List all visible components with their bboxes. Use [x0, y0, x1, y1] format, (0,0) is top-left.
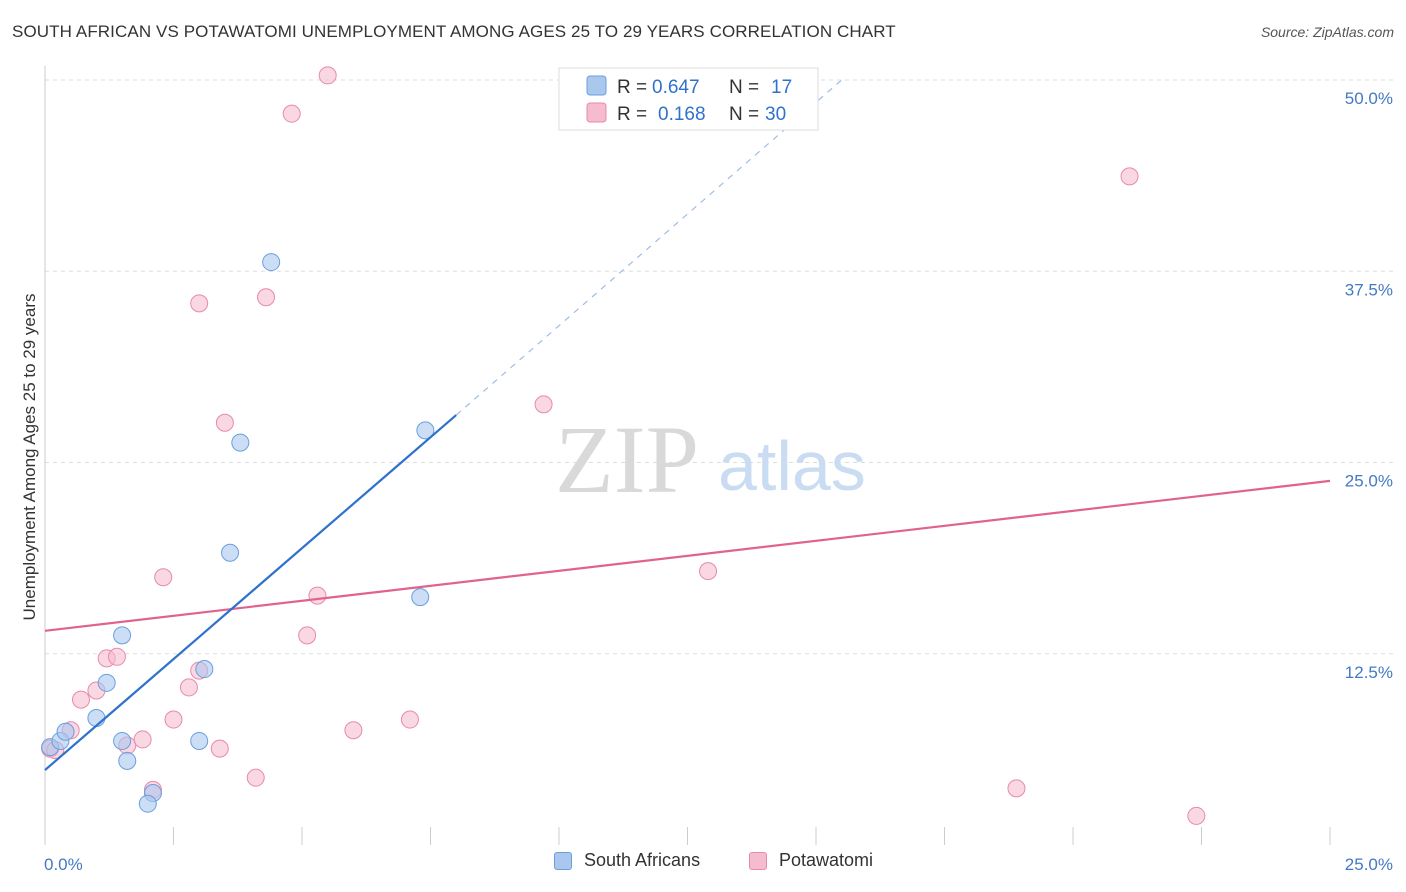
potawatomi-point [534, 395, 553, 414]
potawatomi-point [164, 710, 183, 729]
chart-title: SOUTH AFRICAN VS POTAWATOMI UNEMPLOYMENT… [12, 22, 896, 41]
south-africans-point [416, 421, 435, 440]
potawatomi-point [179, 678, 198, 697]
south-africans-point [138, 794, 157, 813]
potawatomi-point [107, 647, 126, 666]
legend-swatch-pink [586, 102, 607, 123]
axes [44, 66, 1331, 845]
potawatomi-point [215, 413, 234, 432]
south-africans-point [113, 626, 132, 645]
potawatomi-point [1007, 779, 1026, 798]
potawatomi-point [318, 66, 337, 85]
y-axis-title: Unemployment Among Ages 25 to 29 years [20, 294, 39, 621]
south-africans-trendline [44, 414, 457, 771]
potawatomi-point [344, 721, 363, 740]
y-tick-label: 25.0% [1345, 472, 1393, 491]
watermark-atlas: atlas [718, 427, 866, 505]
potawatomi-point [133, 730, 152, 749]
potawatomi-point [282, 104, 301, 123]
y-tick-label: 12.5% [1345, 663, 1393, 682]
south-africans-point [231, 433, 250, 452]
potawatomi-point [400, 710, 419, 729]
tick-labels: 12.5% 25.0% 37.5% 50.0% 0.0% 25.0% [44, 89, 1393, 874]
south-africans-point [190, 731, 209, 750]
potawatomi-point [1120, 167, 1139, 186]
legend-r-value: 0.647 [652, 77, 700, 98]
legend-swatch-potawatomi [749, 851, 767, 870]
potawatomi-point [210, 739, 229, 758]
south-africans-point [87, 709, 106, 728]
south-africans-point [56, 722, 75, 741]
potawatomi-point [308, 586, 327, 605]
south-africans-point [411, 588, 430, 607]
potawatomi-point [246, 768, 265, 787]
legend-item-south-africans: South Africans [554, 850, 700, 871]
south-africans-point [195, 660, 214, 679]
watermark: ZIP atlas [555, 406, 866, 513]
source-label: Source: ZipAtlas.com [1260, 24, 1394, 40]
potawatomi-trendline [44, 479, 1331, 632]
south-africans-point [221, 543, 240, 562]
potawatomi-point [699, 562, 718, 581]
series-legend: South Africans Potawatomi [0, 850, 1406, 880]
legend-label-potawatomi: Potawatomi [779, 850, 874, 870]
x-tick-label: 25.0% [1345, 855, 1393, 874]
potawatomi-point [71, 690, 90, 709]
y-tick-label: 50.0% [1345, 89, 1393, 108]
potawatomi-point [190, 294, 209, 313]
potawatomi-point [1187, 806, 1206, 825]
legend-label-south-africans: South Africans [584, 850, 701, 870]
legend-box: R = 0.647 N = 17 R = 0.168 N = 30 [558, 67, 819, 131]
south-africans-points [41, 253, 435, 813]
legend-r-label: R = [617, 104, 652, 125]
south-africans-point [97, 673, 116, 692]
potawatomi-point [154, 568, 173, 587]
south-africans-point [118, 751, 137, 770]
potawatomi-point [298, 626, 317, 645]
south-africans-trend-extension [455, 79, 843, 416]
trendlines [44, 79, 1331, 771]
legend-swatch-south-africans [554, 851, 572, 870]
grid [45, 79, 1395, 655]
legend-r-label: R = [617, 77, 652, 98]
south-africans-point [113, 731, 132, 750]
legend-r-value: 0.168 [658, 104, 706, 125]
legend-item-potawatomi: Potawatomi [749, 850, 873, 871]
legend-swatch-blue [586, 75, 607, 96]
y-tick-label: 37.5% [1345, 280, 1393, 299]
legend-n-label: N = [729, 77, 764, 98]
south-africans-point [262, 253, 281, 272]
watermark-zip: ZIP [555, 406, 699, 513]
potawatomi-point [257, 288, 276, 307]
legend-n-label: N = [729, 104, 764, 125]
x-tick-label: 0.0% [44, 855, 83, 874]
legend-n-value: 17 [771, 77, 792, 98]
legend-n-value: 30 [765, 104, 786, 125]
